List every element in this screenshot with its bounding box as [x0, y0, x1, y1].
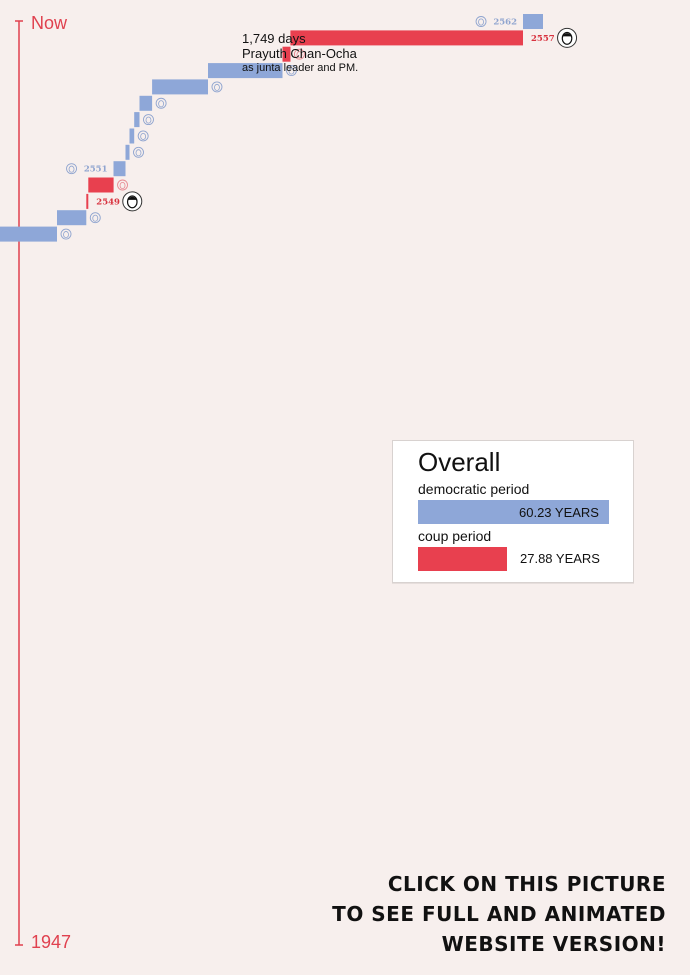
leader-portrait-icon[interactable]	[122, 191, 143, 212]
timeline-axis	[15, 20, 23, 946]
face-outline	[66, 163, 77, 175]
period-bar-coup[interactable]	[290, 30, 523, 46]
leader-face-icon[interactable]	[211, 81, 223, 93]
face-head	[214, 83, 220, 91]
face-head	[119, 181, 126, 189]
face-head	[126, 195, 138, 209]
face-head	[145, 116, 152, 124]
face-head	[296, 51, 303, 59]
period-bar-coup[interactable]	[88, 177, 114, 193]
face-head	[288, 67, 295, 75]
face-outline	[143, 114, 154, 126]
year-label: 2557	[531, 34, 555, 44]
leader-face-icon[interactable]	[133, 146, 144, 158]
coup-period-value: 27.88 YEARS	[520, 551, 600, 566]
leader-face-icon[interactable]	[286, 65, 297, 77]
period-bar-democratic[interactable]	[125, 144, 130, 160]
face-outline	[155, 97, 167, 109]
face-outline	[475, 16, 487, 27]
period-bar-democratic[interactable]	[523, 14, 543, 29]
leader-face-icon[interactable]	[60, 228, 72, 240]
face-head	[63, 231, 69, 239]
summary-title: Overall	[418, 447, 501, 477]
axis-top-label: Now	[31, 13, 68, 33]
democratic-period-label: democratic period	[418, 481, 530, 497]
coup-period-label: coup period	[418, 528, 492, 544]
leader-faces	[60, 16, 578, 240]
overall-summary-box: Overall democratic period 60.23 YEARS co…	[392, 440, 634, 583]
face-hair	[127, 196, 138, 200]
axis-bottom-label: 1947	[31, 932, 72, 952]
face-head	[140, 132, 147, 140]
cta-line-3: WEBSITE VERSION!	[441, 932, 666, 956]
face-outline	[557, 27, 578, 48]
year-label: 2549	[96, 197, 120, 207]
face-outline	[133, 146, 144, 158]
cta-line-1: CLICK ON THIS PICTURE	[387, 872, 666, 896]
face-head	[478, 18, 484, 26]
leader-portrait-icon[interactable]	[557, 27, 578, 48]
year-labels: 2562255725512549253525342522252025192518…	[84, 18, 555, 208]
year-label: 2551	[84, 165, 108, 175]
annotation-role: as junta leader and PM.	[242, 62, 359, 74]
face-head	[92, 214, 99, 222]
face-outline	[137, 130, 149, 142]
leader-face-icon[interactable]	[89, 212, 101, 224]
cta-line-2: TO SEE FULL AND ANIMATED	[332, 902, 666, 926]
annotation-days: 1,749 days	[242, 31, 306, 46]
leader-face-icon[interactable]	[66, 163, 77, 175]
face-outline	[286, 65, 297, 77]
annotation-name: Prayuth Chan-Ocha	[242, 46, 357, 61]
period-bar-coup[interactable]	[282, 46, 291, 62]
democratic-period-value: 60.23 YEARS	[519, 505, 599, 520]
leader-face-icon[interactable]	[293, 48, 305, 60]
face-outline	[293, 48, 305, 60]
face-hair	[562, 33, 572, 37]
longest-period-annotation: 1,749 days Prayuth Chan-Ocha as junta le…	[242, 31, 358, 76]
year-label: 2562	[493, 18, 517, 28]
period-bar-democratic[interactable]	[139, 95, 153, 111]
period-bar-democratic[interactable]	[57, 210, 87, 226]
leader-face-icon[interactable]	[475, 16, 487, 27]
period-bar-democratic[interactable]	[0, 226, 57, 242]
face-outline	[122, 191, 143, 212]
period-bar-democratic[interactable]	[152, 79, 208, 95]
leader-face-icon[interactable]	[143, 114, 154, 126]
face-head	[135, 149, 142, 157]
face-head	[561, 31, 573, 45]
face-outline	[117, 179, 128, 191]
leader-face-icon[interactable]	[117, 179, 128, 191]
period-bar-democratic[interactable]	[134, 112, 140, 128]
call-to-action[interactable]: CLICK ON THIS PICTURE TO SEE FULL AND AN…	[332, 869, 666, 959]
period-bar-democratic[interactable]	[113, 161, 126, 177]
coup-summary-bar	[418, 547, 507, 571]
face-head	[68, 165, 75, 173]
period-bars	[0, 14, 543, 242]
face-outline	[60, 228, 72, 240]
face-outline	[89, 212, 101, 224]
period-bar-coup[interactable]	[86, 193, 89, 209]
period-bar-democratic[interactable]	[208, 63, 283, 79]
leader-face-icon[interactable]	[137, 130, 149, 142]
leader-face-icon[interactable]	[155, 97, 167, 109]
period-bar-democratic[interactable]	[129, 128, 135, 144]
face-outline	[211, 81, 223, 93]
face-head	[158, 100, 165, 108]
democratic-summary-bar	[418, 500, 609, 524]
